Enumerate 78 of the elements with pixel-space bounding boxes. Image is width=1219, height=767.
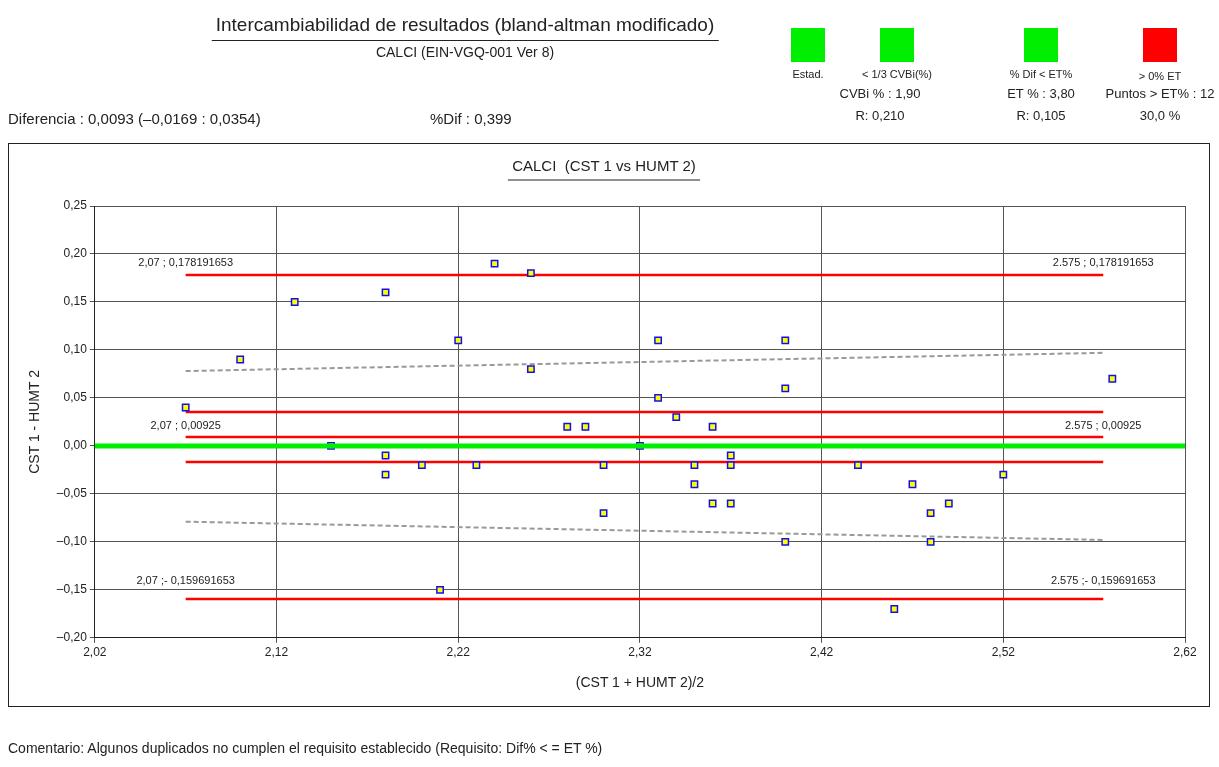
y-tick-label: –0,10 — [56, 534, 88, 549]
point — [999, 470, 1008, 479]
point — [181, 403, 190, 412]
point — [926, 509, 935, 517]
point — [599, 509, 608, 517]
text: R: 0,105 — [1016, 108, 1066, 123]
chart-title: Intercambiabilidad de resultados (bland-altman modificado) — [211, 14, 719, 41]
point — [926, 537, 935, 546]
point — [781, 384, 790, 393]
y-tick-label: 0,15 — [63, 294, 88, 309]
y-tick-label: –0,05 — [56, 486, 88, 501]
text: %Dif : 0,399 — [430, 110, 512, 127]
point — [454, 336, 463, 345]
annotation: 2,07 ; 0,00925 — [150, 418, 221, 431]
text: Comentario: Algunos duplicados no cumplen el requisito establecido (Requisito: Dif% < = ET %) — [8, 740, 603, 756]
y-tick-label: 0,00 — [63, 438, 88, 453]
point — [854, 461, 862, 470]
text: CALCI (CST 1 vs HUMT 2) — [512, 157, 696, 175]
point — [781, 336, 790, 345]
point — [526, 365, 535, 374]
point — [690, 480, 699, 489]
y-tick-label: 0,25 — [63, 198, 88, 213]
text: ET % : 3,80 — [1007, 86, 1075, 101]
point — [599, 461, 608, 470]
point — [490, 259, 499, 268]
text: Diferencia : 0,0093 (–0,0169 : 0,0354) — [8, 110, 261, 127]
text: Estad. — [792, 68, 824, 80]
point — [236, 355, 245, 364]
x-tick-label: 2,42 — [809, 645, 834, 660]
point — [781, 537, 790, 546]
point — [436, 585, 444, 594]
y-tick-label: –0,15 — [56, 582, 88, 597]
y-tick-label: –0,20 — [56, 630, 88, 645]
text: CVBi % : 1,90 — [839, 86, 921, 101]
text: Puntos > ET% : 12 — [1105, 86, 1215, 101]
point — [381, 470, 390, 479]
x-tick-label: 2,62 — [1173, 645, 1197, 660]
text: > 0% ET — [1138, 70, 1182, 82]
point — [654, 336, 663, 345]
point — [726, 461, 735, 470]
x-tick-label: 2,32 — [628, 645, 652, 660]
x-tick-label: 2,12 — [264, 645, 289, 660]
point — [944, 499, 953, 508]
point — [690, 461, 699, 470]
text: % Dif < ET% — [1009, 68, 1073, 80]
point — [472, 461, 481, 470]
point — [563, 422, 572, 431]
x-tick-label: 2,52 — [991, 645, 1016, 660]
point — [290, 298, 299, 306]
point — [708, 422, 717, 431]
point — [726, 499, 735, 508]
point — [726, 451, 735, 460]
annotation: 2.575 ;- 0,159691653 — [1050, 574, 1156, 587]
x-tick-label: 2,22 — [446, 645, 471, 660]
x-axis-title: (CST 1 + HUMT 2)/2 — [575, 674, 705, 691]
y-axis-title: CST 1 - HUMT 2 — [26, 369, 43, 474]
annotation: 2,07 ;- 0,159691653 — [136, 574, 235, 587]
y-tick-label: 0,10 — [63, 342, 88, 357]
point — [890, 605, 899, 613]
text: 30,0 % — [1139, 108, 1181, 123]
annotation: 2.575 ; 0,00925 — [1065, 418, 1142, 431]
point — [908, 480, 917, 489]
point — [672, 413, 681, 422]
text: < 1/3 CVBi(%) — [862, 68, 932, 80]
point — [417, 461, 426, 470]
annotation: 2,07 ; 0,178191653 — [138, 256, 234, 269]
point — [381, 288, 390, 297]
y-tick-label: 0,20 — [63, 246, 88, 261]
x-tick-label: 2,02 — [83, 645, 107, 660]
text: R: 0,210 — [855, 108, 905, 123]
point — [526, 269, 535, 278]
y-tick-label: 0,05 — [63, 390, 88, 405]
point — [581, 422, 590, 431]
point — [708, 499, 717, 508]
annotation: 2.575 ; 0,178191653 — [1052, 256, 1154, 269]
point — [654, 393, 663, 402]
chart-subtitle: CALCI (EIN-VGQ-001 Ver 8) — [375, 44, 555, 60]
point — [1108, 374, 1117, 383]
